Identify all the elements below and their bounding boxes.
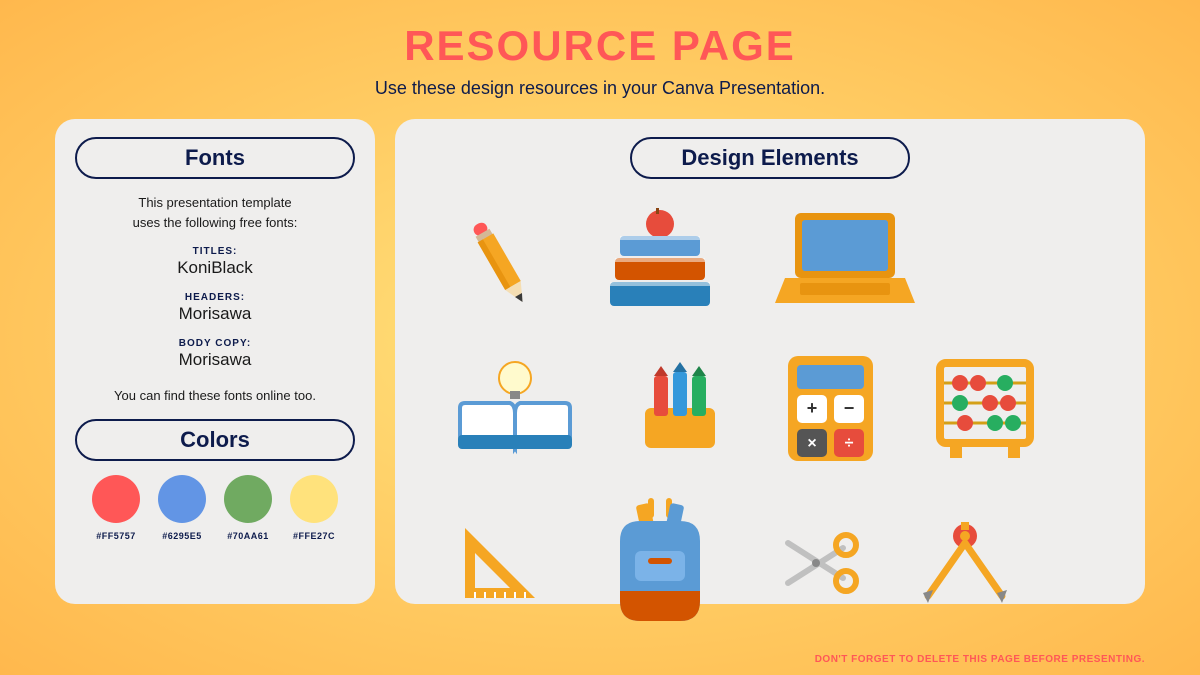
swatch-2: #70AA61 bbox=[224, 475, 272, 541]
fonts-find: You can find these fonts online too. bbox=[75, 388, 355, 403]
font-body: BODY COPY: Morisawa bbox=[75, 338, 355, 370]
fonts-heading: Fonts bbox=[75, 137, 355, 179]
font-headers: HEADERS: Morisawa bbox=[75, 292, 355, 324]
crayons-icon bbox=[625, 353, 735, 463]
fonts-intro-line1: This presentation template bbox=[138, 195, 291, 210]
swatch-dot-3 bbox=[290, 475, 338, 523]
pencil-icon bbox=[445, 203, 555, 323]
font-titles: TITLES: KoniBlack bbox=[75, 246, 355, 278]
headers-font: Morisawa bbox=[75, 304, 355, 324]
fonts-intro-line2: uses the following free fonts: bbox=[133, 215, 298, 230]
page-subtitle: Use these design resources in your Canva… bbox=[0, 78, 1200, 99]
body-font: Morisawa bbox=[75, 350, 355, 370]
fonts-panel: Fonts This presentation template uses th… bbox=[55, 119, 375, 604]
swatch-0: #FF5757 bbox=[92, 475, 140, 541]
backpack-icon bbox=[595, 493, 725, 633]
color-swatches: #FF5757 #6295E5 #70AA61 #FFE27C bbox=[75, 475, 355, 541]
swatch-hex-3: #FFE27C bbox=[290, 531, 338, 541]
footer-note: DON'T FORGET TO DELETE THIS PAGE BEFORE … bbox=[815, 654, 1145, 665]
swatch-dot-2 bbox=[224, 475, 272, 523]
fonts-intro: This presentation template uses the foll… bbox=[75, 193, 355, 232]
book-bulb-icon bbox=[445, 348, 585, 468]
page-title: RESOURCE PAGE bbox=[0, 0, 1200, 70]
swatch-hex-0: #FF5757 bbox=[92, 531, 140, 541]
titles-font: KoniBlack bbox=[75, 258, 355, 278]
titles-label: TITLES: bbox=[75, 246, 355, 257]
books-apple-icon bbox=[595, 203, 725, 323]
laptop-icon bbox=[765, 203, 925, 323]
elements-panel: Design Elements bbox=[395, 119, 1145, 604]
svg-text:−: − bbox=[843, 398, 854, 418]
swatch-dot-0 bbox=[92, 475, 140, 523]
colors-heading: Colors bbox=[75, 419, 355, 461]
swatch-dot-1 bbox=[158, 475, 206, 523]
elements-heading: Design Elements bbox=[630, 137, 910, 179]
swatch-1: #6295E5 bbox=[158, 475, 206, 541]
svg-text:×: × bbox=[807, 435, 816, 452]
elements-grid: + − × ÷ bbox=[415, 193, 1125, 643]
abacus-icon bbox=[925, 348, 1045, 468]
compass-tool-icon bbox=[905, 513, 1025, 613]
svg-text:+: + bbox=[806, 398, 817, 418]
calculator-icon: + − × ÷ bbox=[775, 348, 885, 468]
swatch-hex-2: #70AA61 bbox=[224, 531, 272, 541]
ruler-triangle-icon bbox=[445, 508, 555, 618]
svg-text:÷: ÷ bbox=[844, 435, 853, 452]
swatch-3: #FFE27C bbox=[290, 475, 338, 541]
scissors-icon bbox=[765, 518, 865, 608]
swatch-hex-1: #6295E5 bbox=[158, 531, 206, 541]
headers-label: HEADERS: bbox=[75, 292, 355, 303]
body-label: BODY COPY: bbox=[75, 338, 355, 349]
